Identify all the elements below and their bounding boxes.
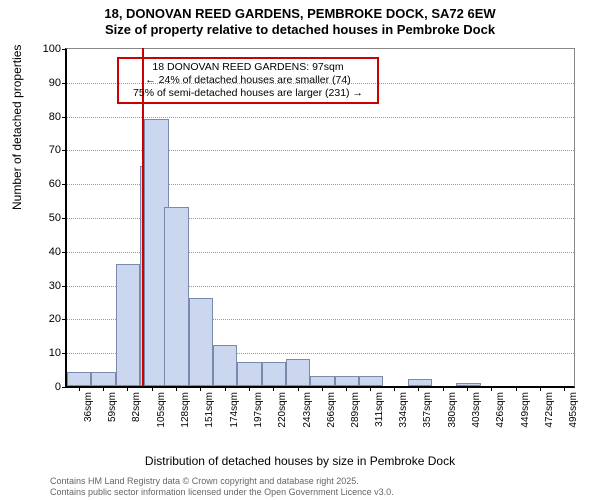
ytick-label: 60 — [49, 178, 61, 190]
histogram-bar — [286, 359, 310, 386]
xtick-label: 59sqm — [107, 392, 118, 422]
histogram-bar — [262, 362, 286, 386]
ytick-label: 20 — [49, 313, 61, 325]
histogram-bar — [189, 298, 213, 386]
xtick-label: 472sqm — [544, 392, 555, 428]
chart-container: 18, DONOVAN REED GARDENS, PEMBROKE DOCK,… — [0, 0, 600, 500]
xtick-label: 380sqm — [447, 392, 458, 428]
xtick-mark — [418, 386, 419, 391]
ytick-mark — [62, 252, 67, 253]
histogram-bar — [116, 264, 140, 386]
histogram-bar — [408, 379, 432, 386]
xtick-mark — [540, 386, 541, 391]
ytick-label: 30 — [49, 280, 61, 292]
ytick-mark — [62, 49, 67, 50]
ytick-label: 40 — [49, 246, 61, 258]
annotation-line3: 75% of semi-detached houses are larger (… — [123, 87, 373, 100]
xtick-label: 495sqm — [568, 392, 579, 428]
ytick-mark — [62, 184, 67, 185]
xtick-label: 197sqm — [253, 392, 264, 428]
annotation-line2: ← 24% of detached houses are smaller (74… — [123, 74, 373, 87]
xtick-mark — [564, 386, 565, 391]
xtick-mark — [467, 386, 468, 391]
xtick-label: 82sqm — [131, 392, 142, 422]
ytick-label: 10 — [49, 347, 61, 359]
ytick-mark — [62, 218, 67, 219]
xtick-label: 426sqm — [495, 392, 506, 428]
footer-line2: Contains public sector information licen… — [50, 487, 394, 498]
histogram-bar — [213, 345, 237, 386]
xtick-mark — [516, 386, 517, 391]
ytick-label: 80 — [49, 111, 61, 123]
histogram-bar — [456, 383, 480, 386]
xtick-mark — [491, 386, 492, 391]
xtick-label: 403sqm — [471, 392, 482, 428]
xtick-mark — [249, 386, 250, 391]
xtick-mark — [225, 386, 226, 391]
ytick-label: 70 — [49, 144, 61, 156]
y-axis-label: Number of detached properties — [10, 45, 24, 210]
ytick-mark — [62, 319, 67, 320]
xtick-mark — [127, 386, 128, 391]
histogram-bar — [91, 372, 115, 386]
xtick-mark — [370, 386, 371, 391]
xtick-mark — [394, 386, 395, 391]
ytick-mark — [62, 83, 67, 84]
xtick-mark — [176, 386, 177, 391]
ytick-label: 90 — [49, 77, 61, 89]
footer-line1: Contains HM Land Registry data © Crown c… — [50, 476, 394, 487]
xtick-label: 357sqm — [422, 392, 433, 428]
ytick-mark — [62, 286, 67, 287]
ytick-label: 0 — [55, 381, 61, 393]
chart-title-main: 18, DONOVAN REED GARDENS, PEMBROKE DOCK,… — [0, 6, 600, 21]
ytick-label: 50 — [49, 212, 61, 224]
xtick-label: 266sqm — [326, 392, 337, 428]
xtick-label: 311sqm — [374, 392, 385, 427]
xtick-label: 151sqm — [204, 392, 215, 428]
plot-area: 010203040506070809010036sqm59sqm82sqm105… — [65, 48, 575, 388]
histogram-bar — [237, 362, 261, 386]
xtick-mark — [103, 386, 104, 391]
annotation-box: 18 DONOVAN REED GARDENS: 97sqm ← 24% of … — [117, 57, 379, 104]
xtick-mark — [443, 386, 444, 391]
xtick-mark — [273, 386, 274, 391]
xtick-label: 128sqm — [180, 392, 191, 428]
ytick-mark — [62, 150, 67, 151]
xtick-mark — [152, 386, 153, 391]
footer-text: Contains HM Land Registry data © Crown c… — [50, 476, 394, 498]
xtick-mark — [322, 386, 323, 391]
xtick-label: 334sqm — [398, 392, 409, 428]
x-axis-label: Distribution of detached houses by size … — [0, 454, 600, 468]
xtick-mark — [200, 386, 201, 391]
chart-title-sub: Size of property relative to detached ho… — [0, 22, 600, 37]
xtick-label: 174sqm — [229, 392, 240, 428]
xtick-label: 243sqm — [302, 392, 313, 428]
xtick-label: 449sqm — [520, 392, 531, 428]
xtick-mark — [79, 386, 80, 391]
xtick-label: 220sqm — [277, 392, 288, 428]
annotation-line1: 18 DONOVAN REED GARDENS: 97sqm — [123, 61, 373, 74]
ytick-mark — [62, 353, 67, 354]
histogram-bar — [335, 376, 359, 386]
ytick-mark — [62, 117, 67, 118]
xtick-label: 36sqm — [83, 392, 94, 422]
histogram-bar — [359, 376, 383, 386]
histogram-bar — [310, 376, 334, 386]
xtick-label: 289sqm — [350, 392, 361, 428]
histogram-bar — [164, 207, 188, 386]
xtick-mark — [298, 386, 299, 391]
xtick-label: 105sqm — [156, 392, 167, 428]
xtick-mark — [346, 386, 347, 391]
histogram-bar — [67, 372, 91, 386]
ytick-mark — [62, 387, 67, 388]
ytick-label: 100 — [43, 43, 61, 55]
